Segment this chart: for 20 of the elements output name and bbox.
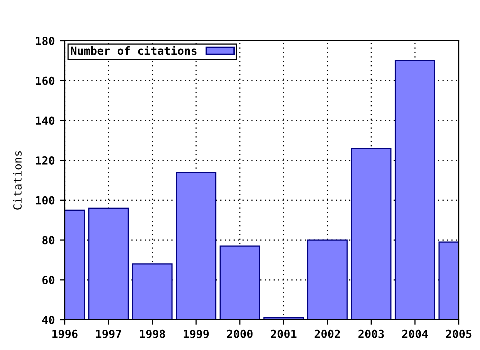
y-tick-label: 100 bbox=[36, 196, 55, 205]
y-tick-label: 160 bbox=[36, 76, 55, 86]
y-tick-label: 40 bbox=[42, 316, 55, 324]
x-tick-label: 1998 bbox=[140, 330, 166, 338]
x-tick-label: 1997 bbox=[96, 330, 122, 338]
x-tick-label: 2003 bbox=[358, 330, 384, 338]
x-tick-label: 2000 bbox=[227, 330, 253, 338]
x-tick-label: 2005 bbox=[446, 330, 472, 338]
x-tick-label: 1999 bbox=[184, 330, 209, 338]
y-tick-label: 140 bbox=[36, 116, 55, 126]
x-tick-label: 2002 bbox=[314, 330, 340, 338]
x-tick-label: 1996 bbox=[52, 330, 78, 338]
legend-label: Number of citations bbox=[71, 46, 197, 56]
y-tick-label: 180 bbox=[36, 36, 55, 46]
x-tick-label: 2004 bbox=[402, 330, 428, 338]
y-tick-label: 120 bbox=[36, 156, 55, 165]
x-tick-label: 2001 bbox=[271, 330, 297, 338]
y-axis-title: Citations bbox=[13, 151, 22, 210]
y-tick-label: 60 bbox=[42, 276, 55, 285]
y-tick-label: 80 bbox=[42, 236, 55, 245]
